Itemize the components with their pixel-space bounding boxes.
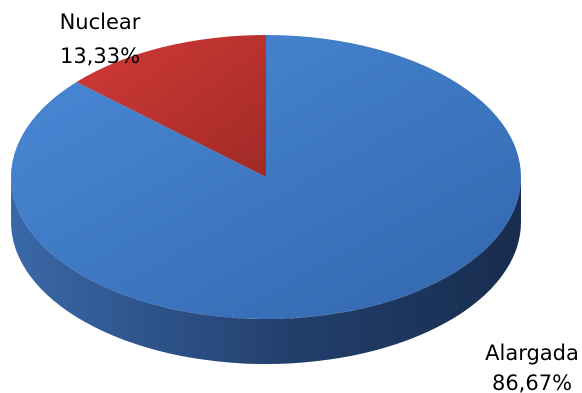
pie-sides (11, 177, 521, 364)
slice-label-nuclear-percent: 13,33% (60, 44, 140, 68)
pie-slices (11, 35, 522, 320)
slice-label-alargada-name: Alargada (485, 341, 579, 365)
pie-slice-nuclear (76, 35, 266, 177)
pie-labels: Nuclear 13,33% Alargada 86,67% (60, 10, 579, 393)
pie-slice-alargada (11, 35, 522, 320)
slice-label-alargada-percent: 86,67% (492, 371, 572, 393)
pie-side-alargada (11, 177, 521, 364)
slice-label-nuclear-name: Nuclear (60, 10, 141, 34)
